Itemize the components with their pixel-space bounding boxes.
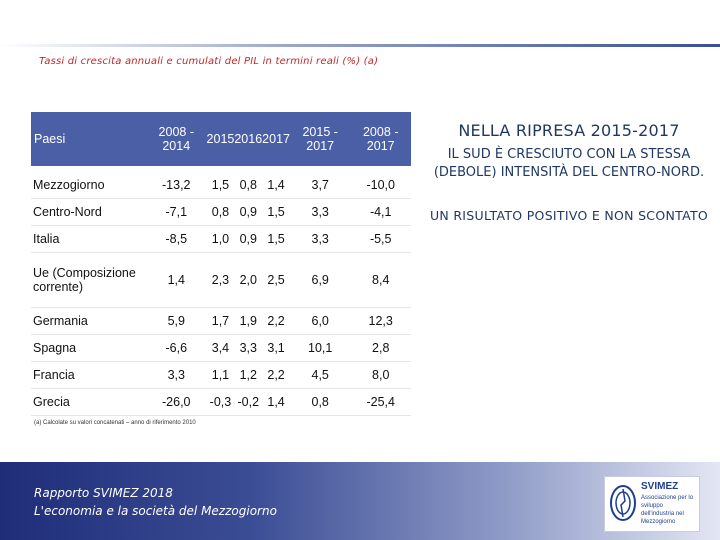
cell-value: 0,8: [206, 198, 235, 226]
cell-value: 1,0: [206, 225, 235, 253]
cell-value: 2,3: [206, 252, 235, 308]
cell-value: 6,9: [289, 252, 351, 308]
table-footnote: (a) Calcolate su valori concatenati – an…: [34, 420, 196, 426]
report-title: Rapporto SVIMEZ 2018: [34, 486, 173, 500]
cell-value: -26,0: [146, 388, 207, 416]
table-row: Centro-Nord -7,1 0,8 0,9 1,5 3,3 -4,1: [31, 198, 411, 226]
table-row: Francia 3,3 1,1 1,2 2,2 4,5 8,0: [31, 361, 411, 389]
gdp-growth-table: Paesi 2008 - 2014 2015 2016 2017 2015 - …: [31, 112, 411, 416]
cell-value: 3,7: [289, 166, 351, 199]
header-2015: 2015: [206, 112, 235, 166]
cell-value: 1,4: [146, 252, 207, 308]
cell-value: 2,2: [262, 307, 290, 335]
cell-value: 0,8: [289, 388, 351, 416]
cell-value: -25,4: [350, 388, 411, 416]
commentary-conclusion: UN RISULTATO POSITIVO E NON SCONTATO: [429, 208, 709, 223]
svimez-logo: SVIMEZ Associazione per lo sviluppo dell…: [604, 476, 700, 532]
header-2008-2014: 2008 - 2014: [146, 112, 207, 166]
logo-tagline: Associazione per lo sviluppo dell'indust…: [641, 495, 694, 525]
cell-value: -13,2: [146, 166, 207, 199]
report-subtitle: L'economia e la società del Mezzogiorno: [34, 504, 277, 518]
cell-value: 1,1: [206, 361, 235, 389]
cell-value: -0,3: [206, 388, 235, 416]
table-row: Germania 5,9 1,7 1,9 2,2 6,0 12,3: [31, 307, 411, 335]
cell-value: 0,8: [234, 166, 263, 199]
cell-value: 4,5: [289, 361, 351, 389]
table-row: Grecia -26,0 -0,3 -0,2 1,4 0,8 -25,4: [31, 388, 411, 416]
row-name: Francia: [31, 361, 146, 389]
row-name: Spagna: [31, 334, 146, 362]
header-paesi: Paesi: [31, 112, 146, 166]
cell-value: 3,3: [289, 198, 351, 226]
cell-value: 6,0: [289, 307, 351, 335]
footer-band: Rapporto SVIMEZ 2018 L'economia e la soc…: [0, 462, 720, 540]
row-name: Centro-Nord: [31, 198, 146, 226]
header-2008-2017: 2008 - 2017: [350, 112, 411, 166]
commentary-heading: NELLA RIPRESA 2015-2017: [458, 121, 680, 140]
cell-value: 8,0: [350, 361, 411, 389]
cell-value: -6,6: [146, 334, 207, 362]
commentary-statement: IL SUD È CRESCIUTO CON LA STESSA (DEBOLE…: [433, 147, 705, 180]
cell-value: 12,3: [350, 307, 411, 335]
cell-value: 3,1: [262, 334, 290, 362]
cell-value: 1,4: [262, 388, 290, 416]
row-name: Mezzogiorno: [31, 166, 146, 199]
cell-value: 8,4: [350, 252, 411, 308]
cell-value: 1,2: [234, 361, 263, 389]
cell-value: 1,4: [262, 166, 290, 199]
top-rule-line: [0, 44, 720, 47]
table-header-row: Paesi 2008 - 2014 2015 2016 2017 2015 - …: [31, 112, 411, 166]
header-2016: 2016: [234, 112, 263, 166]
cell-value: 1,5: [262, 225, 290, 253]
commentary-panel: NELLA RIPRESA 2015-2017 IL SUD È CRESCIU…: [428, 120, 710, 226]
cell-value: 2,8: [350, 334, 411, 362]
cell-value: 3,3: [234, 334, 263, 362]
cell-value: 2,0: [234, 252, 263, 308]
top-rule: [0, 0, 720, 47]
logo-brand: SVIMEZ: [641, 481, 679, 492]
cell-value: 0,9: [234, 198, 263, 226]
table-row: Ue (Composizione corrente) 1,4 2,3 2,0 2…: [31, 252, 411, 308]
cell-value: 0,9: [234, 225, 263, 253]
cell-value: 3,4: [206, 334, 235, 362]
row-name: Ue (Composizione corrente): [31, 252, 146, 308]
table-row: Spagna -6,6 3,4 3,3 3,1 10,1 2,8: [31, 334, 411, 362]
cell-value: -8,5: [146, 225, 207, 253]
cell-value: -10,0: [350, 166, 411, 199]
cell-value: -0,2: [234, 388, 263, 416]
cell-value: 2,5: [262, 252, 290, 308]
row-name: Germania: [31, 307, 146, 335]
row-name: Italia: [31, 225, 146, 253]
table-row: Italia -8,5 1,0 0,9 1,5 3,3 -5,5: [31, 225, 411, 253]
table-row: Mezzogiorno -13,2 1,5 0,8 1,4 3,7 -10,0: [31, 166, 411, 199]
row-name: Grecia: [31, 388, 146, 416]
cell-value: -4,1: [350, 198, 411, 226]
cell-value: -5,5: [350, 225, 411, 253]
header-2017: 2017: [262, 112, 290, 166]
header-2015-2017: 2015 - 2017: [289, 112, 351, 166]
cell-value: -7,1: [146, 198, 207, 226]
cell-value: 1,5: [206, 166, 235, 199]
cell-value: 3,3: [146, 361, 207, 389]
svimez-emblem-icon: [610, 485, 636, 521]
cell-value: 10,1: [289, 334, 351, 362]
cell-value: 5,9: [146, 307, 207, 335]
cell-value: 2,2: [262, 361, 290, 389]
cell-value: 1,9: [234, 307, 263, 335]
cell-value: 3,3: [289, 225, 351, 253]
cell-value: 1,7: [206, 307, 235, 335]
cell-value: 1,5: [262, 198, 290, 226]
table-subtitle: Tassi di crescita annuali e cumulati del…: [39, 56, 379, 67]
